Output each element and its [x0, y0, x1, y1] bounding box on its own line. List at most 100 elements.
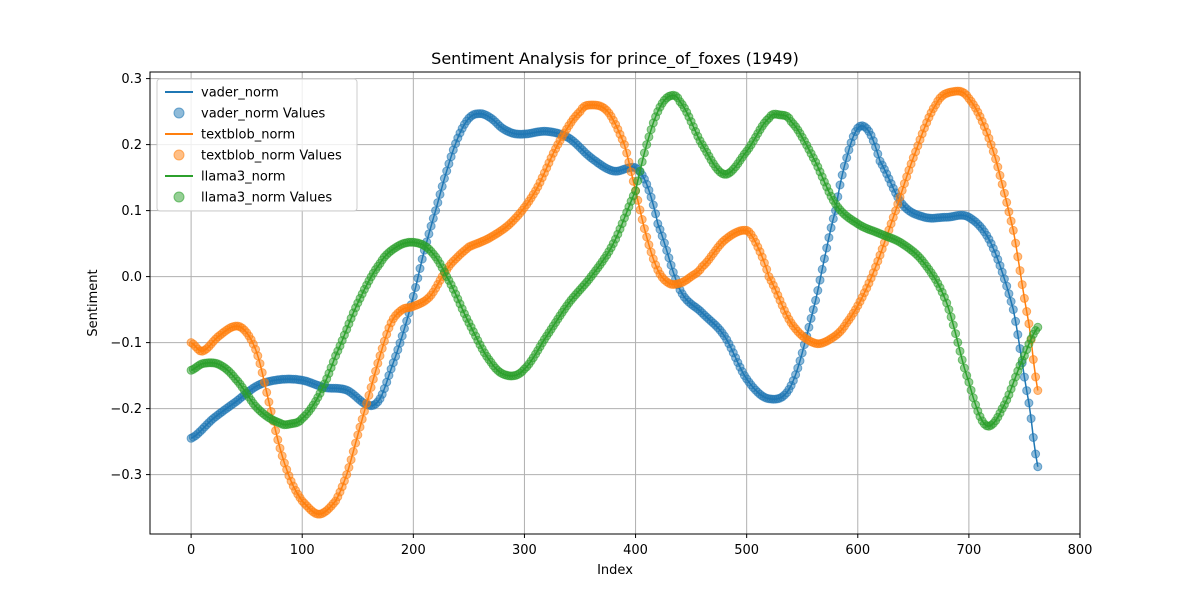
series-point-textblob_norm	[275, 443, 285, 453]
series-point-textblob_norm	[619, 140, 629, 150]
series-point-textblob_norm	[377, 344, 387, 353]
series-point-vader_norm	[431, 206, 441, 216]
series-point-vader_norm	[408, 291, 418, 301]
series-point-textblob_norm	[364, 390, 374, 400]
series-point-vader_norm	[1019, 372, 1029, 382]
series-point-vader_norm	[415, 264, 425, 273]
series-point-vader_norm	[797, 348, 807, 358]
legend-marker-swatch	[173, 149, 185, 161]
series-point-llama3_norm	[633, 176, 643, 186]
series-point-textblob_norm	[362, 398, 372, 408]
series-point-textblob_norm	[273, 435, 283, 445]
series-point-vader_norm	[662, 245, 672, 255]
series-point-textblob_norm	[1008, 225, 1018, 235]
series-point-textblob_norm	[344, 463, 354, 472]
legend-label: llama3_norm	[201, 170, 286, 185]
series-point-llama3_norm	[957, 355, 967, 365]
series-point-llama3_norm	[946, 312, 956, 322]
series-point-vader_norm	[795, 356, 805, 366]
series-point-textblob_norm	[346, 455, 356, 465]
series-point-vader_norm	[1011, 316, 1021, 326]
series-point-vader_norm	[426, 221, 436, 231]
chart-legend: vader_norm vader_norm Values textblob_norm…	[156, 78, 358, 212]
series-point-textblob_norm	[622, 148, 632, 158]
series-point-textblob_norm	[626, 167, 636, 177]
series-point-vader_norm	[397, 331, 407, 341]
series-point-textblob_norm	[1031, 372, 1041, 382]
x-tick-label: 700	[956, 543, 981, 558]
series-point-textblob_norm	[259, 377, 269, 387]
legend-marker-swatch	[173, 107, 185, 119]
series-point-vader_norm	[1033, 462, 1043, 472]
series-point-vader_norm	[842, 153, 852, 163]
x-tick-label: 200	[401, 543, 426, 558]
series-point-vader_norm	[811, 295, 821, 305]
series-textblob_norm	[186, 86, 1043, 519]
y-tick-label: −0.1	[110, 336, 142, 351]
series-point-vader_norm	[835, 180, 845, 190]
x-tick-label: 0	[187, 543, 195, 558]
y-tick-label: 0.3	[121, 72, 142, 87]
series-point-vader_norm	[428, 213, 438, 223]
series-point-llama3_norm	[955, 346, 965, 356]
series-point-textblob_norm	[988, 147, 998, 156]
legend-label: textblob_norm Values	[201, 149, 342, 164]
x-tick-label: 100	[290, 543, 315, 558]
series-point-textblob_norm	[995, 170, 1005, 180]
legend-label: vader_norm	[201, 86, 279, 101]
series-point-textblob_norm	[366, 382, 376, 392]
series-llama3_norm	[186, 90, 1043, 431]
axes-frame	[149, 71, 1081, 535]
legend-label: llama3_norm Values	[201, 191, 332, 206]
y-tick-label: 0.2	[121, 138, 142, 153]
series-point-llama3_norm	[948, 320, 958, 330]
series-point-vader_norm	[1004, 289, 1014, 299]
series-point-vader_norm	[433, 198, 443, 208]
legend-label: vader_norm Values	[201, 107, 326, 122]
series-point-vader_norm	[793, 363, 803, 373]
series-point-llama3_norm	[631, 186, 641, 196]
series-point-textblob_norm	[255, 359, 265, 369]
series-point-textblob_norm	[371, 366, 381, 376]
series-point-vader_norm	[424, 229, 434, 239]
series-point-vader_norm	[824, 233, 834, 243]
x-tick-label: 300	[512, 543, 537, 558]
series-point-textblob_norm	[351, 438, 361, 448]
series-point-textblob_norm	[1006, 216, 1016, 226]
legend-marker-swatch	[173, 191, 185, 203]
series-point-llama3_norm	[639, 148, 649, 158]
series-point-llama3_norm	[644, 132, 654, 142]
series-point-textblob_norm	[644, 240, 654, 250]
series-point-textblob_norm	[1024, 319, 1034, 329]
series-point-vader_norm	[804, 322, 814, 332]
y-axis-title: Sentiment	[86, 269, 101, 336]
series-point-textblob_norm	[359, 406, 369, 416]
series-point-textblob_norm	[639, 224, 649, 234]
series-point-vader_norm	[1002, 281, 1012, 291]
series-point-textblob_norm	[993, 162, 1003, 172]
series-point-textblob_norm	[624, 157, 634, 167]
series-point-textblob_norm	[355, 422, 365, 432]
series-point-vader_norm	[651, 209, 661, 219]
series-point-vader_norm	[826, 223, 836, 233]
series-point-vader_norm	[1024, 398, 1034, 408]
series-point-textblob_norm	[373, 358, 383, 368]
series-point-vader_norm	[646, 192, 656, 202]
series-point-vader_norm	[439, 174, 449, 183]
series-point-textblob_norm	[1033, 386, 1043, 395]
y-tick-label: −0.2	[110, 402, 142, 417]
series-point-vader_norm	[1026, 414, 1036, 424]
series-point-vader_norm	[817, 264, 827, 274]
series-point-vader_norm	[808, 305, 818, 315]
series-point-vader_norm	[437, 181, 447, 191]
series-point-textblob_norm	[635, 205, 645, 215]
y-tick-label: 0.1	[121, 204, 142, 219]
legend-label: textblob_norm	[201, 128, 295, 143]
series-point-llama3_norm	[1033, 322, 1043, 332]
series-point-textblob_norm	[353, 430, 363, 440]
series-point-llama3_norm	[966, 385, 976, 395]
series-point-textblob_norm	[271, 426, 281, 436]
series-point-vader_norm	[822, 243, 832, 253]
series-point-textblob_norm	[357, 414, 367, 424]
